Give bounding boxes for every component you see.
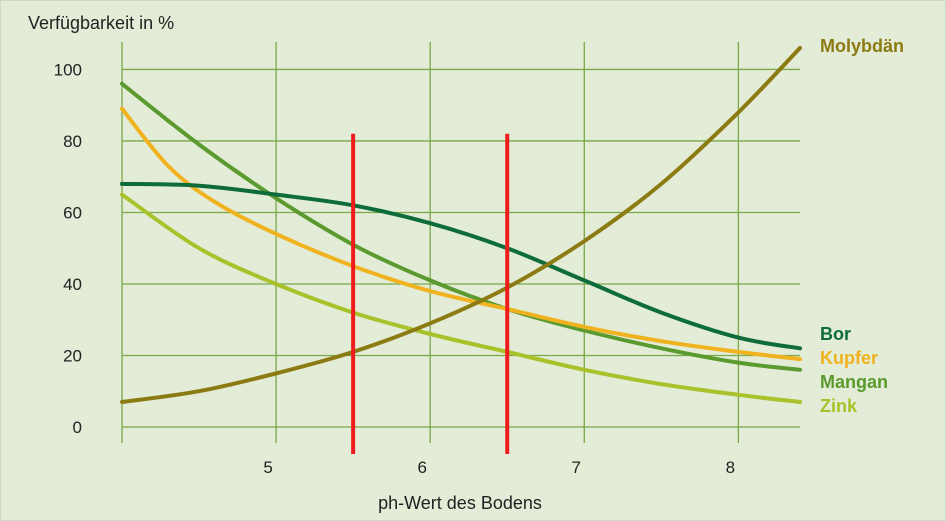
y-axis-label: Verfügbarkeit in % bbox=[28, 13, 174, 33]
x-axis-label: ph-Wert des Bodens bbox=[378, 493, 542, 513]
x-tick-label-1: 6 bbox=[417, 458, 426, 477]
series-label-bor: Bor bbox=[820, 324, 851, 344]
y-tick-label-5: 100 bbox=[54, 60, 82, 79]
x-tick-label-2: 7 bbox=[572, 458, 581, 477]
y-tick-label-4: 80 bbox=[63, 132, 82, 151]
series-line-zink bbox=[120, 192, 802, 404]
series-line-molybd-n bbox=[120, 46, 802, 404]
series-label-molybd-n: Molybdän bbox=[820, 36, 904, 56]
tick-labels: 0 20 40 60 80 100 5 6 7 8 bbox=[54, 60, 735, 477]
series-labels: Molybdän Bor Kupfer Mangan Zink bbox=[820, 36, 904, 416]
series-line-bor bbox=[120, 181, 802, 351]
ph-range-markers bbox=[351, 133, 510, 454]
x-tick-label-3: 8 bbox=[726, 458, 735, 477]
y-tick-label-3: 60 bbox=[63, 203, 82, 222]
series-line-kupfer bbox=[120, 106, 802, 362]
series-label-kupfer: Kupfer bbox=[820, 348, 878, 368]
x-tick-label-0: 5 bbox=[263, 458, 272, 477]
series-label-mangan: Mangan bbox=[820, 372, 888, 392]
series-line-mangan bbox=[120, 81, 802, 372]
y-tick-label-2: 40 bbox=[63, 275, 82, 294]
series-label-zink: Zink bbox=[820, 396, 858, 416]
y-tick-label-0: 0 bbox=[73, 418, 82, 437]
series-lines bbox=[120, 46, 802, 404]
y-tick-label-1: 20 bbox=[63, 346, 82, 365]
